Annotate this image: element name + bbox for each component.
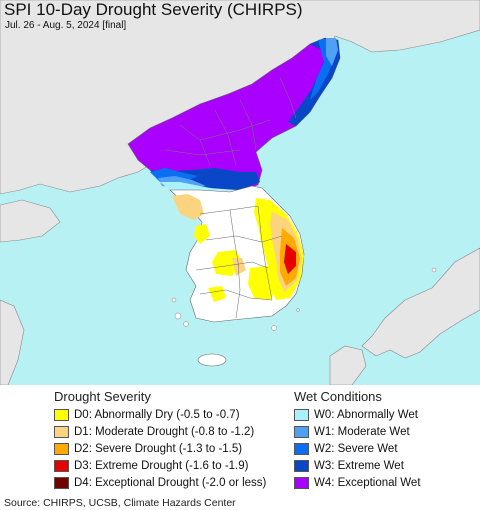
wet-legend-item: W2: Severe Wet: [294, 440, 421, 457]
wet-swatch: [294, 442, 309, 455]
shandong-peninsula: [0, 199, 61, 243]
wet-swatch: [294, 425, 309, 438]
wet-legend-item: W3: Extreme Wet: [294, 457, 421, 474]
map-subtitle: Jul. 26 - Aug. 5, 2024 [final]: [5, 20, 127, 31]
drought-legend-label: D4: Exceptional Drought (-2.0 or less): [74, 476, 267, 489]
drought-legend: Drought Severity D0: Abnormally Dry (-0.…: [54, 388, 266, 491]
wet-legend-label: W3: Extreme Wet: [314, 459, 404, 472]
wet-swatch: [294, 476, 309, 489]
drought-legend-label: D1: Moderate Drought (-0.8 to -1.2): [74, 425, 255, 438]
legend-panel: Drought Severity D0: Abnormally Dry (-0.…: [0, 385, 480, 493]
drought-legend-item: D3: Extreme Drought (-1.6 to -1.9): [54, 457, 266, 474]
wet-swatch: [294, 408, 309, 421]
title-block: SPI 10-Day Drought Severity (CHIRPS) Jul…: [4, 0, 303, 32]
drought-swatch: [54, 408, 69, 421]
ne-wet-band-w1: [326, 38, 338, 66]
nk-province-borders: [164, 77, 297, 166]
wet-legend-item: W0: Abnormally Wet: [294, 406, 421, 423]
drought-swatch: [54, 425, 69, 438]
japan-landmass: [361, 247, 480, 359]
sk-province-borders: [195, 205, 283, 319]
drought-legend-label: D0: Abnormally Dry (-0.5 to -0.7): [74, 408, 240, 421]
source-credit: Source: CHIRPS, UCSB, Climate Hazards Ce…: [4, 497, 236, 509]
dmz-wet-band-w0: [160, 182, 220, 192]
central-d1-patch: [232, 258, 246, 276]
wet-legend-label: W4: Exceptional Wet: [314, 476, 421, 489]
drought-legend-heading: Drought Severity: [54, 389, 151, 404]
drought-legend-label: D3: Extreme Drought (-1.6 to -1.9): [74, 459, 249, 472]
nw-d1-zone: [172, 194, 204, 220]
wet-legend-label: W2: Severe Wet: [314, 442, 398, 455]
kyushu: [329, 345, 367, 385]
drought-legend-item: D1: Moderate Drought (-0.8 to -1.2): [54, 423, 266, 440]
west-d0-patch: [194, 224, 210, 244]
drought-swatch: [54, 442, 69, 455]
central-d0-patch: [212, 250, 242, 276]
sw-d0-patch: [208, 286, 226, 302]
drought-swatch: [54, 459, 69, 472]
east-d3-zone: [284, 244, 296, 274]
drought-legend-item: D0: Abnormally Dry (-0.5 to -0.7): [54, 406, 266, 423]
drought-legend-item: D2: Severe Drought (-1.3 to -1.5): [54, 440, 266, 457]
jeju-island: [197, 353, 227, 367]
drought-swatch: [54, 476, 69, 489]
wet-legend: Wet Conditions W0: Abnormally Wet W1: Mod…: [294, 388, 421, 491]
wet-legend-label: W0: Abnormally Wet: [314, 408, 418, 421]
wet-legend-item: W1: Moderate Wet: [294, 423, 421, 440]
islands: [171, 267, 437, 331]
wet-legend-item: W4: Exceptional Wet: [294, 474, 421, 491]
east-china-coast: [0, 299, 25, 385]
drought-legend-label: D2: Severe Drought (-1.3 to -1.5): [74, 442, 243, 455]
drought-map: [0, 0, 480, 385]
wet-legend-label: W1: Moderate Wet: [314, 425, 410, 438]
map-title: SPI 10-Day Drought Severity (CHIRPS): [4, 0, 303, 19]
drought-legend-item: D4: Exceptional Drought (-2.0 or less): [54, 474, 266, 491]
wet-legend-heading: Wet Conditions: [294, 389, 382, 404]
wet-swatch: [294, 459, 309, 472]
